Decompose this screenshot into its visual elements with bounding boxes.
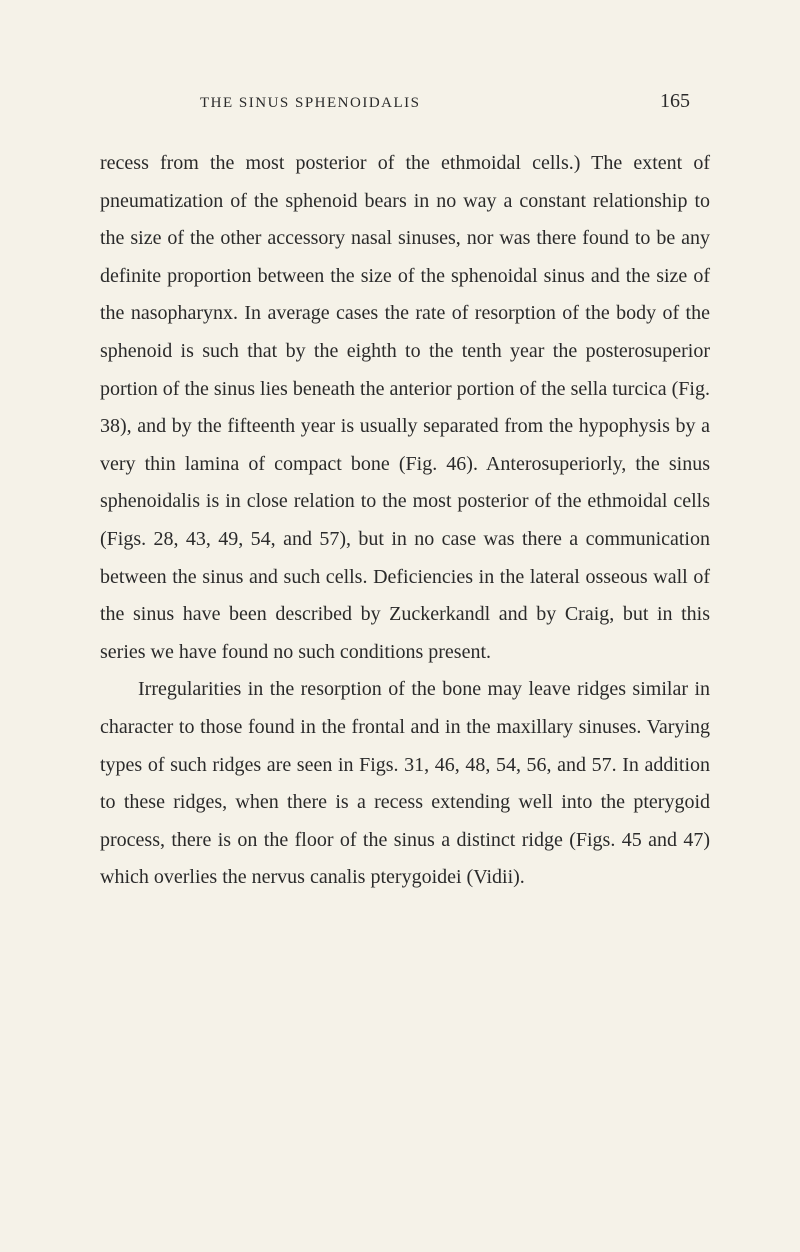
paragraph-2: Irregularities in the resorption of the … (100, 671, 710, 897)
page-container: THE SINUS SPHENOIDALIS 165 recess from t… (0, 0, 800, 1252)
page-number: 165 (660, 90, 690, 113)
paragraph-1: recess from the most posterior of the et… (100, 145, 710, 671)
body-text: recess from the most posterior of the et… (100, 145, 710, 897)
page-header: THE SINUS SPHENOIDALIS 165 (100, 90, 710, 113)
running-title: THE SINUS SPHENOIDALIS (200, 95, 421, 112)
